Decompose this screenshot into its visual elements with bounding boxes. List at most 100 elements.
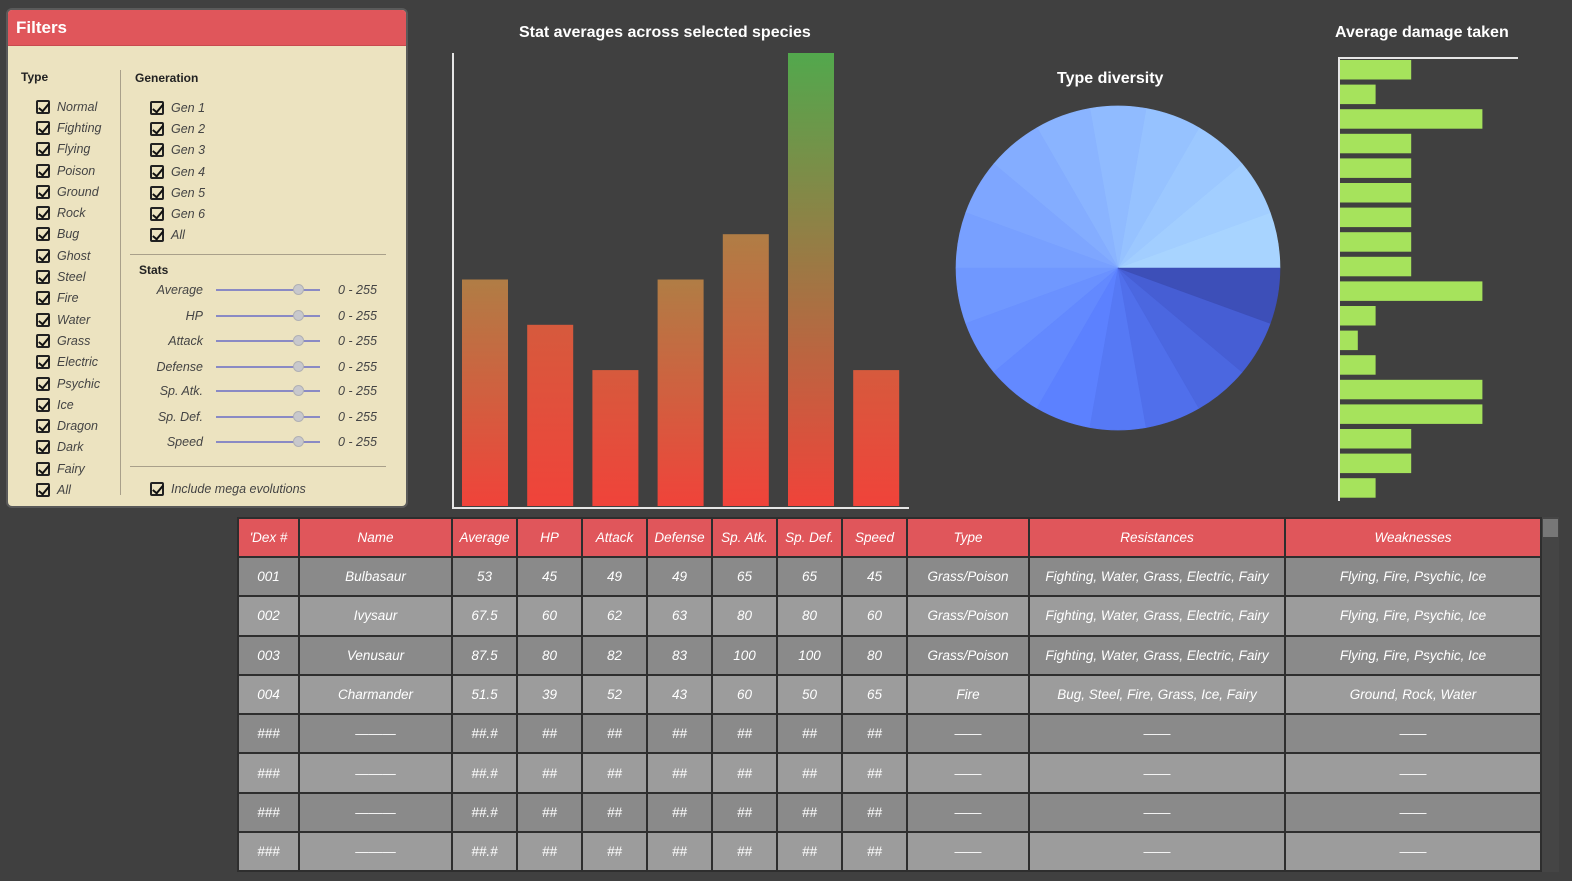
type-checkbox-all[interactable]: All: [36, 479, 101, 500]
generation-checkbox-gen-1[interactable]: Gen 1: [150, 97, 205, 118]
stat-range-slider[interactable]: [216, 384, 320, 398]
damage-taken-bar[interactable]: [1340, 207, 1412, 228]
type-checkbox-flying[interactable]: Flying: [36, 139, 101, 160]
damage-taken-bar[interactable]: [1340, 281, 1483, 301]
include-mega-checkbox[interactable]: Include mega evolutions: [150, 478, 306, 499]
type-checkbox-bug[interactable]: Bug: [36, 224, 101, 245]
type-checkbox-rock[interactable]: Rock: [36, 202, 101, 223]
type-checkbox-fighting[interactable]: Fighting: [36, 117, 101, 138]
damage-taken-bar[interactable]: [1340, 133, 1412, 154]
stat-average-bar[interactable]: [788, 53, 834, 506]
stat-filter-label: Defense: [156, 360, 203, 374]
type-checkbox-normal[interactable]: Normal: [36, 96, 101, 117]
damage-taken-bar[interactable]: [1340, 158, 1412, 178]
slider-thumb[interactable]: [293, 310, 305, 321]
type-checkbox-fairy[interactable]: Fairy: [36, 458, 101, 479]
damage-taken-bar[interactable]: [1340, 183, 1412, 203]
damage-taken-bar[interactable]: [1340, 306, 1376, 326]
type-checkbox-ground[interactable]: Ground: [36, 181, 101, 202]
generation-checkbox-all[interactable]: All: [150, 225, 205, 246]
filters-vertical-divider: [120, 70, 121, 495]
checkbox-checked-icon: [36, 227, 50, 242]
damage-taken-bar[interactable]: [1340, 355, 1376, 375]
table-row[interactable]: 001 Bulbasaur 53 45 49 49 65 65 45 Grass/Poison Fi…: [237, 555, 1542, 598]
type-checkbox-grass[interactable]: Grass: [36, 330, 101, 351]
damage-taken-bar[interactable]: [1340, 84, 1376, 105]
table-row[interactable]: ### ——— ##.# ## ## ## ## ## ## —— —— ——: [237, 791, 1542, 834]
stat-range-slider[interactable]: [216, 334, 320, 348]
table-row[interactable]: ### ——— ##.# ## ## ## ## ## ## —— —— ——: [237, 831, 1542, 872]
damage-taken-bar[interactable]: [1340, 379, 1483, 400]
stat-average-bar[interactable]: [853, 370, 900, 506]
type-checkbox-dark[interactable]: Dark: [36, 437, 101, 458]
stat-range-slider[interactable]: [216, 309, 320, 323]
column-header[interactable]: HP: [516, 517, 583, 558]
damage-taken-bar[interactable]: [1340, 478, 1376, 498]
stat-average-bar[interactable]: [657, 279, 704, 507]
table-row[interactable]: 003 Venusaur 87.5 80 82 83 100 100 80 Grass/Poiso…: [237, 634, 1542, 676]
column-header[interactable]: Defense: [646, 517, 713, 558]
type-checkbox-fire[interactable]: Fire: [36, 288, 101, 309]
damage-taken-bar[interactable]: [1340, 232, 1412, 252]
column-header[interactable]: Type: [906, 517, 1030, 558]
column-header[interactable]: Sp. Atk.: [711, 517, 778, 558]
column-header[interactable]: Sp. Def.: [776, 517, 843, 558]
table-row[interactable]: ### ——— ##.# ## ## ## ## ## ## —— —— ——: [237, 713, 1542, 755]
damage-taken-bar[interactable]: [1340, 429, 1412, 449]
column-header[interactable]: Weaknesses: [1284, 517, 1542, 558]
slider-thumb[interactable]: [293, 385, 305, 396]
slider-track: [216, 340, 320, 342]
generation-checkbox-gen-4[interactable]: Gen 4: [150, 161, 205, 182]
column-header[interactable]: Resistances: [1028, 517, 1286, 558]
column-header[interactable]: Attack: [581, 517, 648, 558]
type-checkbox-water[interactable]: Water: [36, 309, 101, 330]
table-scrollbar[interactable]: [1542, 517, 1559, 872]
table-cell: 62: [581, 595, 648, 637]
generation-checkbox-gen-5[interactable]: Gen 5: [150, 182, 205, 203]
type-checkbox-ghost[interactable]: Ghost: [36, 245, 101, 266]
stat-average-bar[interactable]: [592, 370, 639, 506]
table-row[interactable]: 004 Charmander 51.5 39 52 43 60 50 65 Fire Bug, St…: [237, 673, 1542, 716]
stat-range-slider[interactable]: [216, 410, 320, 424]
column-header[interactable]: Speed: [841, 517, 908, 558]
column-header[interactable]: 'Dex #: [237, 517, 300, 558]
stat-range-slider[interactable]: [216, 435, 320, 449]
type-checkbox-electric[interactable]: Electric: [36, 352, 101, 373]
generation-checkbox-gen-2[interactable]: Gen 2: [150, 118, 205, 139]
column-header[interactable]: Name: [298, 517, 453, 558]
type-checkbox-poison[interactable]: Poison: [36, 160, 101, 181]
slider-thumb[interactable]: [293, 436, 305, 447]
checkbox-checked-icon: [36, 184, 50, 199]
slider-thumb[interactable]: [293, 361, 305, 372]
column-header[interactable]: Average: [451, 517, 518, 558]
type-diversity-slice[interactable]: [1117, 267, 1281, 324]
damage-taken-bar[interactable]: [1340, 256, 1412, 277]
table-cell: ##.#: [451, 752, 518, 794]
table-row[interactable]: 002 Ivysaur 67.5 60 62 63 80 80 60 Grass/Poison Fi…: [237, 595, 1542, 637]
damage-taken-bar[interactable]: [1340, 60, 1412, 80]
stat-average-bar[interactable]: [722, 234, 769, 506]
damage-taken-bar[interactable]: [1340, 404, 1483, 424]
type-checkbox-steel[interactable]: Steel: [36, 266, 101, 287]
table-scrollbar-thumb[interactable]: [1543, 519, 1558, 537]
type-checkbox-dragon[interactable]: Dragon: [36, 415, 101, 436]
stat-filter-label: Sp. Def.: [157, 410, 203, 424]
generation-checkbox-gen-3[interactable]: Gen 3: [150, 140, 205, 161]
type-checkbox-ice[interactable]: Ice: [36, 394, 101, 415]
damage-taken-bar[interactable]: [1340, 330, 1358, 351]
stat-range-slider[interactable]: [216, 360, 320, 374]
type-checkbox-psychic[interactable]: Psychic: [36, 373, 101, 394]
checkbox-checked-icon: [150, 143, 164, 158]
stat-average-bar[interactable]: [527, 324, 574, 506]
slider-thumb[interactable]: [293, 411, 305, 422]
stat-range-slider[interactable]: [216, 283, 320, 297]
damage-taken-bar[interactable]: [1340, 109, 1483, 129]
table-cell: ###: [237, 713, 300, 755]
table-row[interactable]: ### ——— ##.# ## ## ## ## ## ## —— —— ——: [237, 752, 1542, 794]
slider-thumb[interactable]: [293, 284, 305, 295]
generation-checkbox-gen-6[interactable]: Gen 6: [150, 203, 205, 224]
checkbox-checked-icon: [36, 163, 50, 178]
slider-thumb[interactable]: [293, 335, 305, 346]
stat-average-bar[interactable]: [462, 279, 508, 507]
damage-taken-bar[interactable]: [1340, 453, 1412, 474]
